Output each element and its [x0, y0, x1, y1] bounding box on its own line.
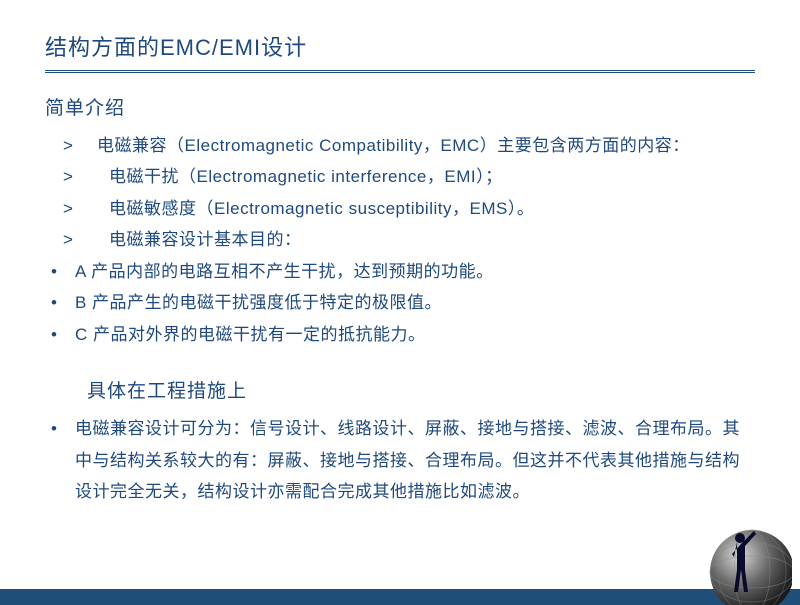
arrow-list: > 电磁兼容（Electromagnetic Compatibility，EMC…	[63, 130, 755, 256]
decorative-stripe	[0, 589, 800, 605]
list-item: • A 产品内部的电路互相不产生干扰，达到预期的功能。	[47, 256, 755, 287]
list-item-text: 电磁干扰（Electromagnetic interference，EMI）；	[109, 161, 503, 192]
list-item: > 电磁兼容（Electromagnetic Compatibility，EMC…	[63, 130, 755, 161]
list-item: • B 产品产生的电磁干扰强度低于特定的极限值。	[47, 287, 755, 318]
dot-list-a: • A 产品内部的电路互相不产生干扰，达到预期的功能。 • B 产品产生的电磁干…	[47, 256, 755, 350]
list-item-text: 电磁兼容（Electromagnetic Compatibility，EMC）主…	[97, 130, 690, 161]
section-heading-engineering: 具体在工程措施上	[87, 376, 755, 403]
bullet-icon: •	[47, 287, 75, 318]
list-item-text: C 产品对外界的电磁干扰有一定的抵抗能力。	[75, 319, 755, 350]
list-item-text: 电磁敏感度（Electromagnetic susceptibility，EMS…	[109, 193, 534, 224]
slide-title: 结构方面的EMC/EMI设计	[45, 30, 755, 73]
arrow-icon: >	[63, 161, 109, 192]
section-heading-intro: 简单介绍	[45, 93, 755, 120]
arrow-icon: >	[63, 130, 97, 161]
list-item-text: A 产品内部的电路互相不产生干扰，达到预期的功能。	[75, 256, 755, 287]
list-item: > 电磁干扰（Electromagnetic interference，EMI）…	[63, 161, 755, 192]
arrow-icon: >	[63, 193, 109, 224]
list-item-text: 电磁兼容设计可分为：信号设计、线路设计、屏蔽、接地与搭接、滤波、合理布局。其中与…	[75, 413, 755, 507]
bullet-icon: •	[47, 413, 75, 507]
slide-container: 结构方面的EMC/EMI设计 简单介绍 > 电磁兼容（Electromagnet…	[0, 0, 800, 605]
arrow-icon: >	[63, 224, 109, 255]
list-item-text: 电磁兼容设计基本目的：	[109, 224, 302, 255]
list-item: > 电磁兼容设计基本目的：	[63, 224, 755, 255]
bullet-icon: •	[47, 256, 75, 287]
bullet-icon: •	[47, 319, 75, 350]
list-item: > 电磁敏感度（Electromagnetic susceptibility，E…	[63, 193, 755, 224]
list-item-text: B 产品产生的电磁干扰强度低于特定的极限值。	[75, 287, 755, 318]
list-item: • 电磁兼容设计可分为：信号设计、线路设计、屏蔽、接地与搭接、滤波、合理布局。其…	[47, 413, 755, 507]
dot-list-b: • 电磁兼容设计可分为：信号设计、线路设计、屏蔽、接地与搭接、滤波、合理布局。其…	[47, 413, 755, 507]
list-item: • C 产品对外界的电磁干扰有一定的抵抗能力。	[47, 319, 755, 350]
